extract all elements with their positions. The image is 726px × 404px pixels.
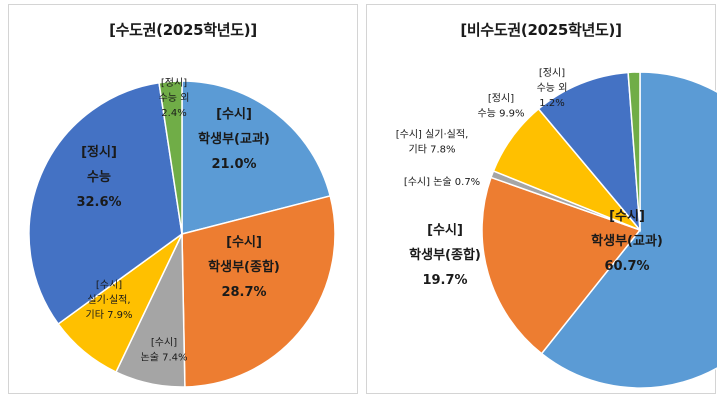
- slice-label: [정시] 수능 외 1.2%: [537, 67, 568, 109]
- slice-label: [수시] 논술 0.7%: [404, 176, 480, 188]
- slice-label: [수시] 실기·실적, 기타 7.9%: [86, 279, 133, 321]
- chart-panel-non-capital: [비수도권(2025학년도)] [수시] 학생부(교과) 60.7% [수시] 학생부(…: [366, 4, 717, 394]
- pie-slice: [28, 81, 183, 325]
- pie-slice: [158, 80, 183, 235]
- slice-label: [수시] 논술 7.4%: [141, 337, 188, 364]
- slice-label: [수시] 학생부(종합) 28.7%: [208, 235, 280, 300]
- slice-label: [수시] 실기·실적, 기타 7.8%: [396, 129, 469, 156]
- pie-slice: [181, 195, 336, 388]
- pie-slice: [181, 80, 332, 235]
- slice-label: [정시] 수능 9.9%: [478, 93, 525, 120]
- pie-slice: [540, 71, 717, 389]
- chart-title: [수도권(2025학년도)]: [109, 21, 257, 39]
- pie-chart: [수시] 학생부(교과) 60.7% [수시] 학생부(종합) 19.7% [수시] 논술 …: [396, 67, 717, 389]
- pie-slice: [627, 71, 641, 231]
- slice-label: [수시] 학생부(교과) 60.7%: [591, 209, 663, 274]
- chart-title: [비수도권(2025학년도)]: [460, 21, 622, 39]
- pie-chart: [수시] 학생부(교과) 21.0% [수시] 학생부(종합) 28.7% [수시] 논술 7…: [28, 77, 336, 388]
- slice-label: [정시] 수능 외 2.4%: [159, 77, 190, 119]
- slice-label: [수시] 학생부(종합) 19.7%: [409, 223, 481, 288]
- slice-label: [정시] 수능 32.6%: [76, 144, 121, 210]
- pie-slice: [537, 71, 641, 233]
- chart-panel-capital: [수도권(2025학년도)] [수시] 학생부(교과) 21.0% [수시] 학생부(종…: [8, 4, 358, 394]
- slice-label: [수시] 학생부(교과) 21.0%: [198, 107, 270, 172]
- pie-slice: [481, 176, 642, 355]
